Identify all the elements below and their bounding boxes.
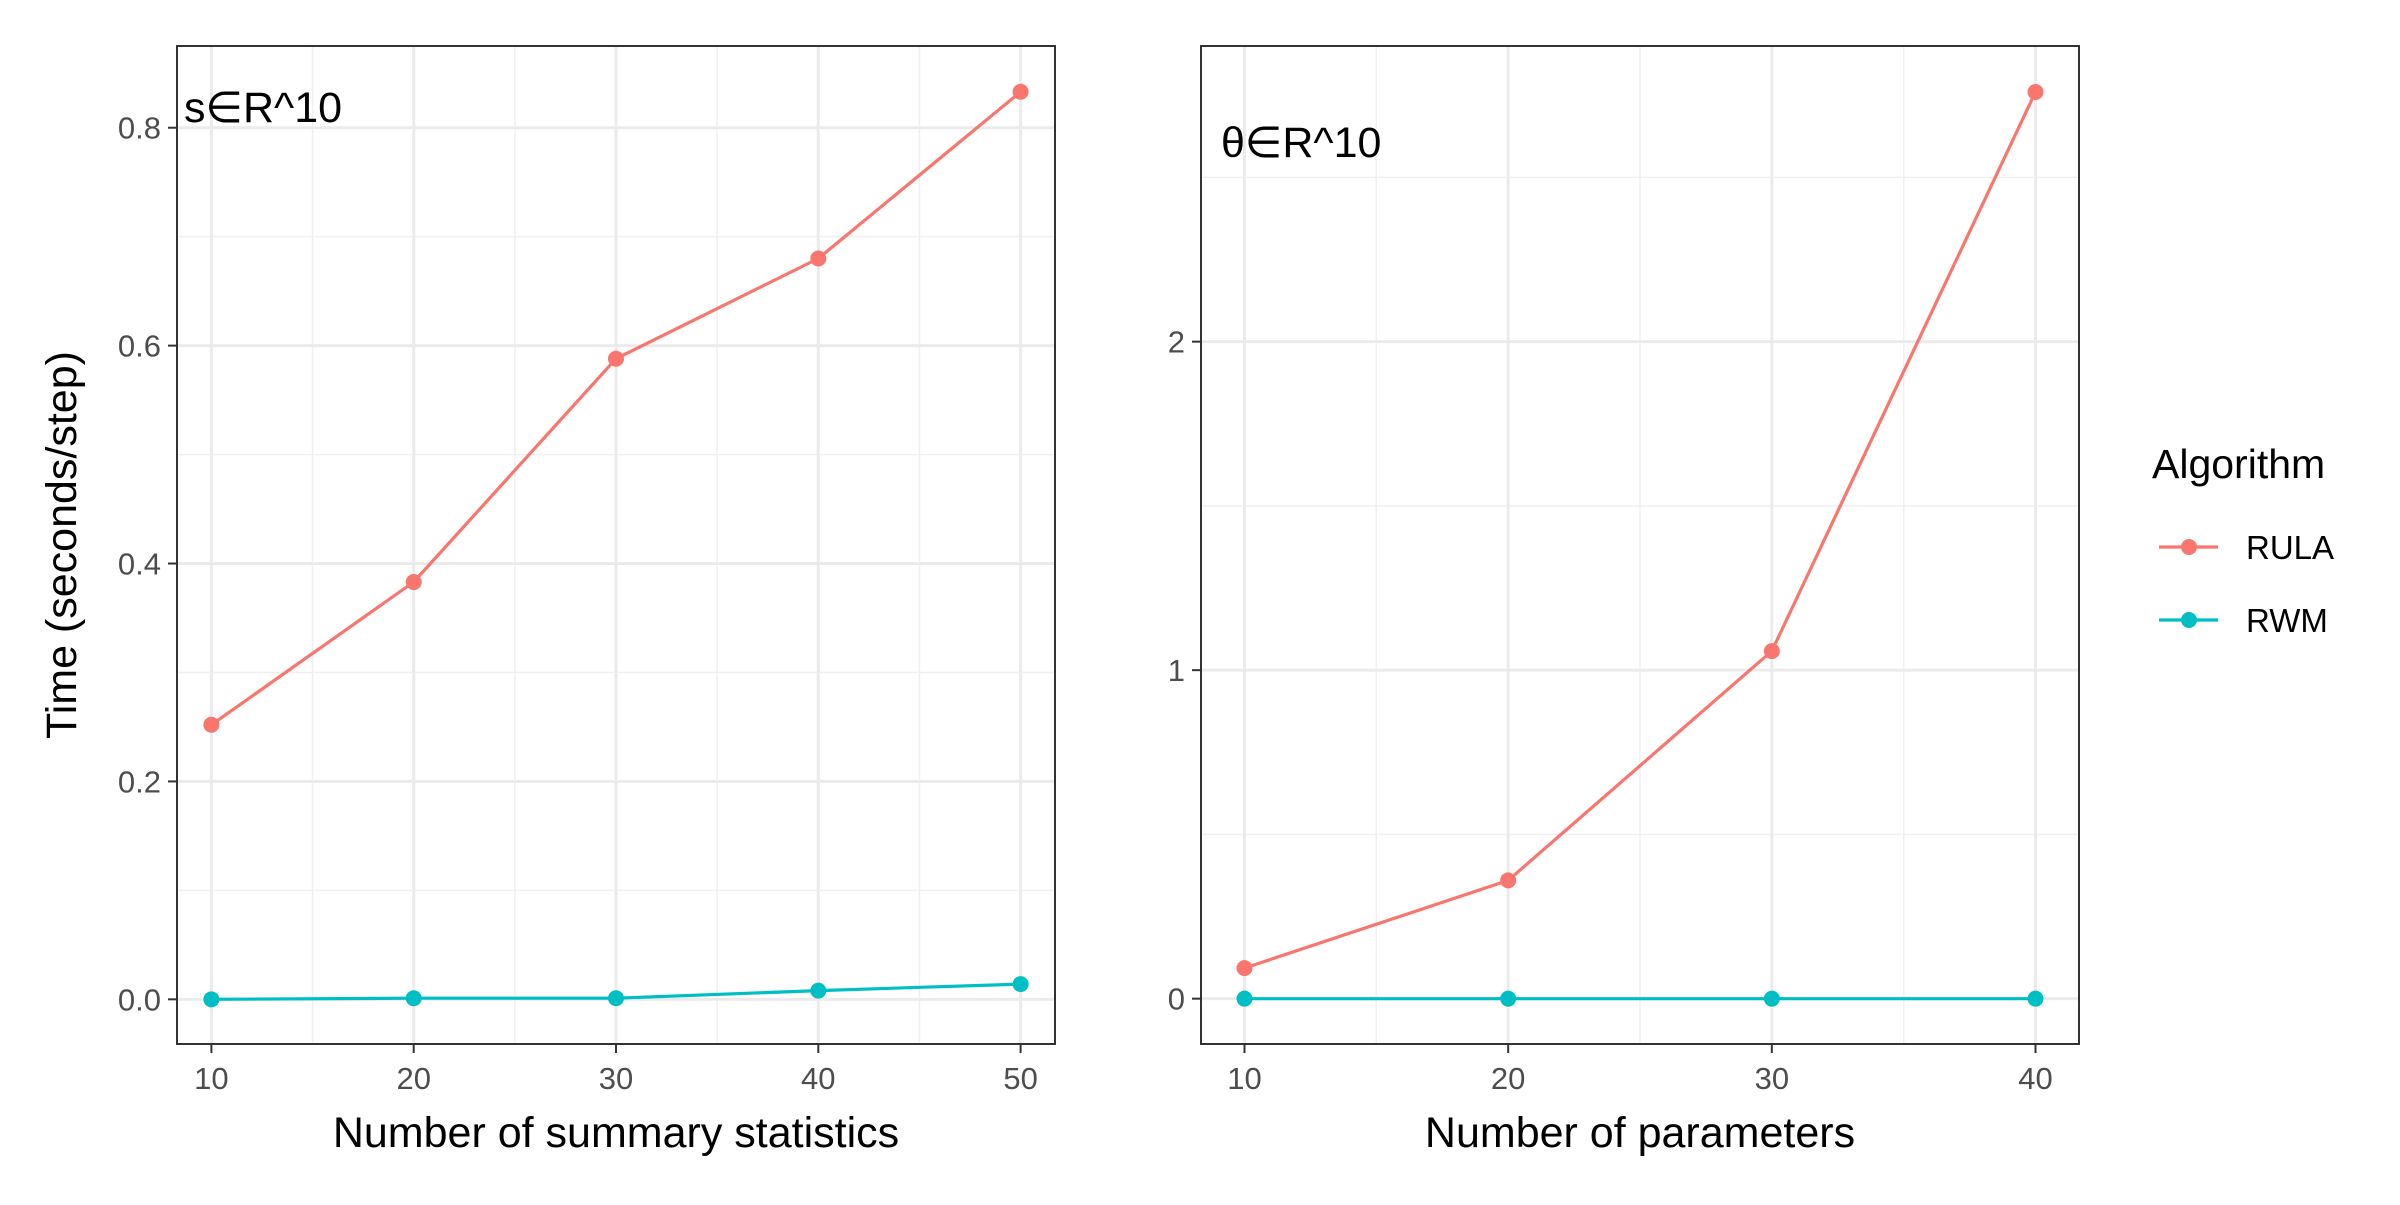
y-tick-label: 1: [1168, 653, 1185, 688]
panel-tag: s∈R^10: [184, 84, 342, 132]
x-axis-title: Number of parameters: [1425, 1109, 1855, 1157]
data-point-rwm: [1012, 976, 1029, 993]
legend-label-rula: RULA: [2246, 529, 2334, 566]
x-tick-label: 30: [599, 1061, 633, 1096]
x-tick-label: 20: [1491, 1061, 1525, 1096]
panel-parameters: 10 20 30 40 0 1 2 θ∈R^10 Number of parameters: [1168, 45, 2080, 1157]
legend: Algorithm RULA RWM: [2152, 441, 2334, 639]
grid-major: [177, 46, 1055, 1044]
data-point-rula: [810, 250, 827, 267]
legend-items: RULA RWM: [2159, 529, 2334, 639]
y-tick-label: 0.4: [118, 547, 161, 582]
y-tick-label: 0.2: [118, 764, 161, 799]
series-layer: [1236, 83, 2044, 1007]
y-tick-label: 0: [1168, 982, 1185, 1017]
axis-ticks: 10 20 30 40 50 0.0 0.2 0.4 0.6 0.8: [118, 111, 1038, 1096]
legend-label-rwm: RWM: [2246, 602, 2328, 639]
data-point-rwm: [203, 991, 220, 1008]
data-point-rwm: [810, 982, 827, 999]
x-tick-label: 40: [801, 1061, 835, 1096]
grid-minor: [1201, 46, 2079, 1044]
x-tick-label: 30: [1755, 1061, 1789, 1096]
legend-title: Algorithm: [2152, 441, 2325, 487]
data-point-rwm: [1763, 990, 1780, 1007]
x-axis-title: Number of summary statistics: [333, 1109, 899, 1157]
y-tick-label: 0.0: [118, 982, 161, 1017]
y-tick-label: 0.8: [118, 111, 161, 146]
data-point-rwm: [405, 990, 422, 1007]
panel-tag: θ∈R^10: [1221, 119, 1381, 167]
y-tick-label: 2: [1168, 325, 1185, 360]
legend-key-point-rwm: [2181, 612, 2197, 628]
x-tick-label: 10: [194, 1061, 228, 1096]
y-tick-label: 0.6: [118, 329, 161, 364]
data-point-rwm: [1236, 990, 1253, 1007]
data-point-rula: [1236, 960, 1253, 977]
data-point-rula: [1012, 83, 1029, 100]
data-point-rwm: [608, 990, 624, 1007]
series-layer: [203, 83, 1029, 1008]
y-axis-title: Time (seconds/step): [38, 351, 86, 739]
data-point-rula: [608, 350, 624, 367]
data-point-rwm: [2027, 990, 2044, 1007]
panel-summary-statistics: 10 20 30 40 50 0.0 0.2 0.4 0.6 0.8 s∈R^10 Number …: [38, 45, 1056, 1157]
axis-ticks: 10 20 30 40 0 1 2: [1168, 325, 2053, 1096]
data-point-rwm: [1500, 990, 1517, 1007]
series-line-rula: [1243, 91, 2037, 970]
data-point-rula: [203, 716, 220, 733]
data-point-rula: [1500, 872, 1517, 889]
legend-key-point-rula: [2181, 539, 2197, 555]
data-point-rula: [405, 574, 422, 591]
x-tick-label: 20: [396, 1061, 430, 1096]
x-tick-label: 10: [1227, 1061, 1261, 1096]
data-point-rula: [1763, 643, 1780, 660]
x-tick-label: 50: [1003, 1061, 1037, 1096]
data-point-rula: [2027, 83, 2044, 100]
x-tick-label: 40: [2018, 1061, 2052, 1096]
